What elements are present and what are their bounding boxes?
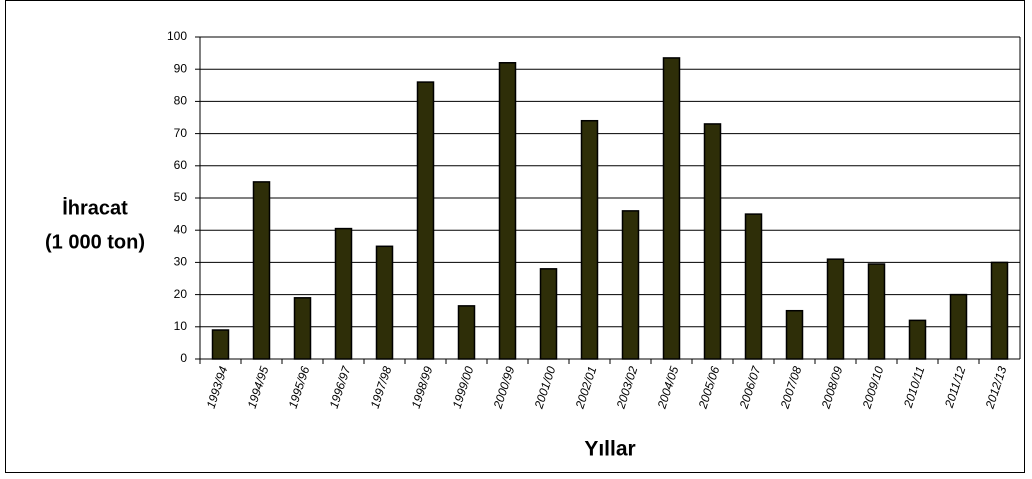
y-tick-label: 90: [174, 61, 188, 75]
x-axis-label: Yıllar: [584, 438, 635, 461]
bar: [539, 268, 558, 360]
y-tick-label: 70: [174, 126, 188, 140]
y-tick-label: 20: [174, 287, 188, 301]
bar: [949, 293, 968, 360]
bar: [252, 181, 271, 360]
bar: [334, 227, 353, 360]
bar: [416, 81, 435, 360]
y-tick-label: 50: [174, 190, 188, 204]
bar: [785, 309, 804, 360]
y-axis-label: (1 000 ton): [45, 231, 145, 253]
bar: [293, 297, 312, 360]
bar: [990, 261, 1009, 360]
bar: [703, 123, 722, 360]
bar: [662, 57, 681, 360]
y-tick-label: 10: [174, 319, 188, 333]
bar: [375, 245, 394, 360]
bar: [867, 263, 886, 360]
y-tick-label: 100: [167, 29, 187, 43]
y-tick-label: 60: [174, 158, 188, 172]
y-tick-label: 0: [180, 351, 187, 365]
y-tick-label: 30: [174, 255, 188, 269]
bar: [744, 213, 763, 360]
y-tick-label: 80: [174, 94, 188, 108]
bar: [211, 329, 230, 360]
bar: [826, 258, 845, 360]
bar: [621, 210, 640, 360]
bar: [498, 62, 517, 360]
y-axis-label: İhracat: [62, 196, 128, 219]
y-tick-label: 40: [174, 222, 188, 236]
bar: [580, 119, 599, 360]
bar: [457, 305, 476, 360]
bar: [908, 319, 927, 360]
